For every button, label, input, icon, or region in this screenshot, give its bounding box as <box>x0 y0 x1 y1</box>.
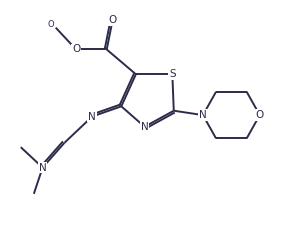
Text: O: O <box>108 15 117 25</box>
Text: O: O <box>48 20 54 29</box>
Text: O: O <box>256 110 264 120</box>
Text: O: O <box>72 45 80 55</box>
Text: N: N <box>88 112 96 122</box>
Text: N: N <box>199 110 207 120</box>
Text: S: S <box>169 69 176 79</box>
Text: N: N <box>141 122 148 132</box>
Text: N: N <box>39 163 46 173</box>
